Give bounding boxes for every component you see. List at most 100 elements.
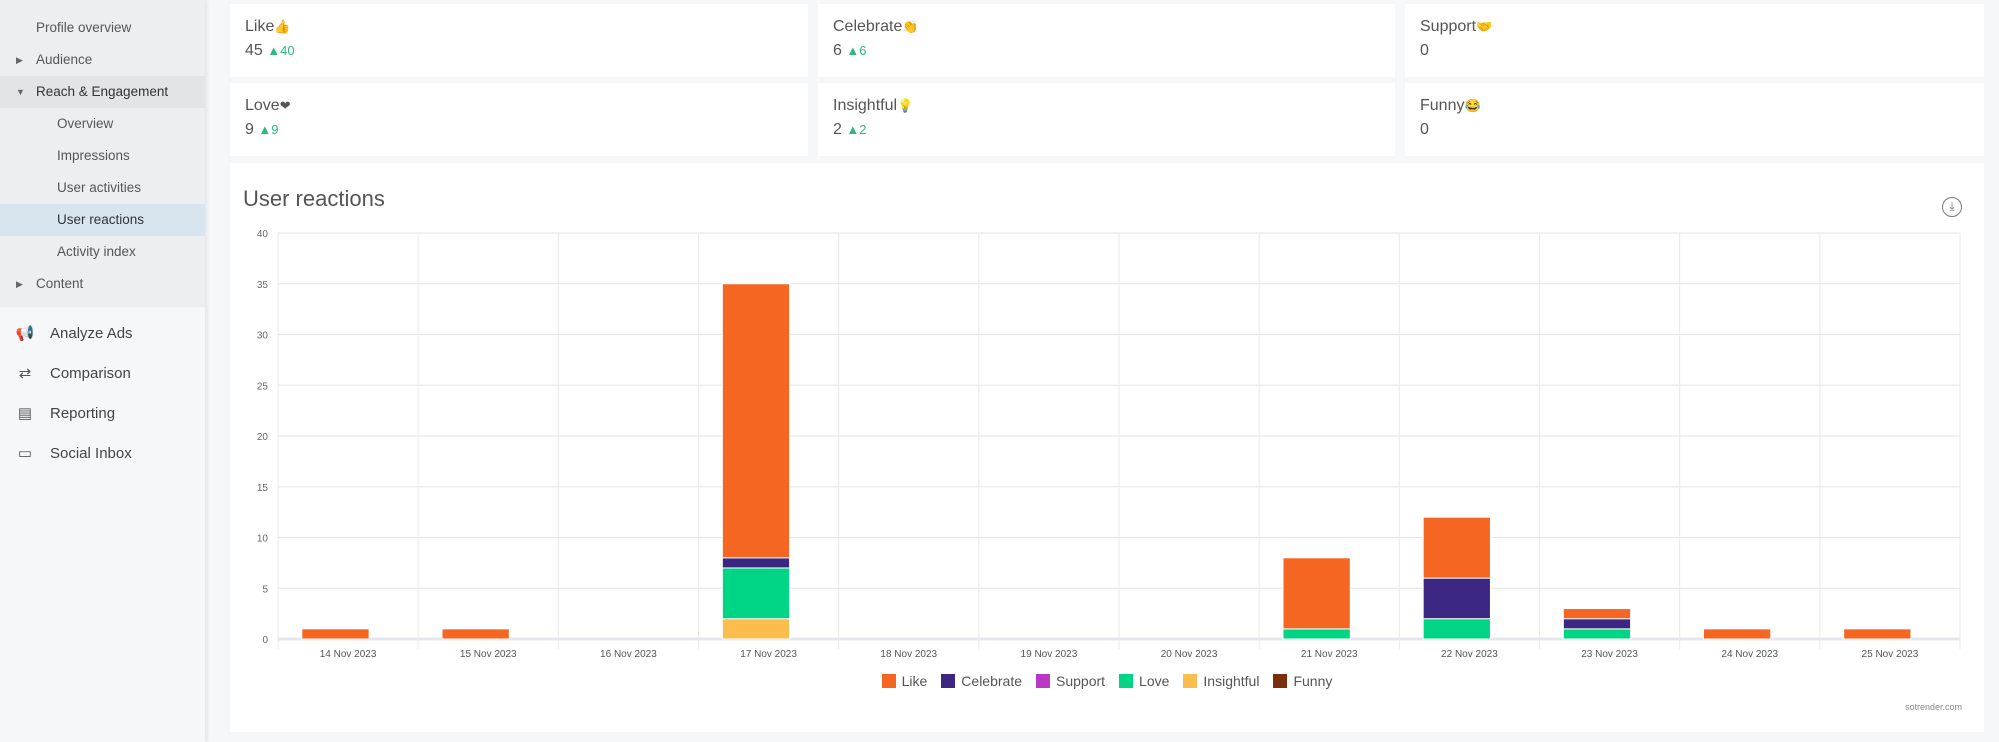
x-tick-label: 21 Nov 2023 xyxy=(1301,649,1358,660)
bar-like xyxy=(1422,516,1491,579)
sidebar-item-label: Profile overview xyxy=(36,20,132,35)
y-tick-label: 25 xyxy=(257,381,269,392)
x-tick-label: 19 Nov 2023 xyxy=(1021,649,1078,660)
user-reactions-panel: User reactions ⤓ 0 5 10 15 20 25 30 35 40 14 Nov … xyxy=(230,163,1984,732)
delta-value: 40 xyxy=(280,43,295,58)
y-tick-label: 35 xyxy=(257,280,269,291)
legend-swatch xyxy=(941,674,956,688)
sidebar-item-user-activities[interactable]: User activities xyxy=(0,172,205,204)
x-tick-label: 15 Nov 2023 xyxy=(460,649,517,660)
legend-item-celebrate[interactable]: Celebrate xyxy=(941,673,1022,689)
reaction-card-love: Love❤ 9 ▲9 xyxy=(230,83,808,156)
sidebar-item-label: User reactions xyxy=(57,212,145,227)
y-tick-label: 5 xyxy=(262,584,268,595)
y-tick-label: 20 xyxy=(257,432,269,443)
support-reaction-icon: 🤝 xyxy=(1476,19,1493,34)
chat-icon: ▭ xyxy=(17,445,33,462)
sub-navigation: Profile overview ▶ Audience ▼ Reach & Engage… xyxy=(0,0,205,307)
megaphone-icon: 📢 xyxy=(15,325,35,342)
download-icon[interactable]: ⤓ xyxy=(1942,197,1962,217)
credit-text: sotrender.com xyxy=(1904,702,1962,712)
bar-like xyxy=(1282,557,1351,630)
bar-like xyxy=(301,628,370,640)
card-value: 45 xyxy=(245,42,263,59)
like-reaction-icon: 👍 xyxy=(274,19,291,34)
reaction-card-like: Like👍 45 ▲40 xyxy=(230,4,808,77)
card-title: Funny xyxy=(1420,97,1465,114)
nav-reporting[interactable]: ▤ Reporting xyxy=(0,393,205,433)
y-tick-label: 40 xyxy=(257,229,269,240)
up-triangle-icon: ▲ xyxy=(267,43,281,58)
card-value: 0 xyxy=(1420,121,1429,138)
card-value: 9 xyxy=(245,121,254,138)
sidebar-item-label: Reach & Engagement xyxy=(36,84,169,99)
y-tick-label: 30 xyxy=(257,331,269,342)
bar-love xyxy=(1282,628,1351,640)
y-tick-label: 10 xyxy=(257,534,269,545)
legend-item-funny[interactable]: Funny xyxy=(1273,673,1332,689)
bar-celebrate xyxy=(1562,618,1632,630)
compare-arrows-icon: ⇄ xyxy=(18,365,32,382)
legend-swatch xyxy=(1183,674,1198,688)
legend-swatch xyxy=(881,674,896,688)
card-title: Love xyxy=(245,97,280,114)
reaction-card-funny: Funny😂 0 xyxy=(1405,83,1984,156)
sidebar-item-label: Content xyxy=(36,276,84,291)
sidebar-item-label: User activities xyxy=(57,180,142,195)
card-value: 6 xyxy=(833,42,842,59)
card-value: 0 xyxy=(1420,42,1429,59)
bar-like xyxy=(1562,608,1632,620)
card-title: Insightful xyxy=(833,97,898,114)
sidebar-item-user-reactions[interactable]: User reactions xyxy=(0,204,205,236)
nav-analyze-ads[interactable]: 📢 Analyze Ads xyxy=(0,313,205,353)
nav-label: Reporting xyxy=(50,404,116,422)
sidebar-item-profile-overview[interactable]: Profile overview xyxy=(0,12,205,44)
x-tick-label: 16 Nov 2023 xyxy=(600,649,657,660)
y-tick-label: 15 xyxy=(257,483,269,494)
legend-label: Support xyxy=(1056,673,1106,689)
bar-love xyxy=(1422,618,1491,640)
x-tick-label: 20 Nov 2023 xyxy=(1161,649,1218,660)
legend-item-like[interactable]: Like xyxy=(881,673,927,689)
x-tick-label: 17 Nov 2023 xyxy=(740,649,797,660)
nav-social-inbox[interactable]: ▭ Social Inbox xyxy=(0,433,205,473)
legend-label: Celebrate xyxy=(961,673,1022,689)
y-tick-label: 0 xyxy=(262,635,268,646)
sidebar-item-overview[interactable]: Overview xyxy=(0,108,205,140)
sidebar-item-impressions[interactable]: Impressions xyxy=(0,140,205,172)
sidebar-item-label: Activity index xyxy=(57,244,136,259)
caret-right-icon: ▶ xyxy=(16,55,23,65)
sidebar-item-label: Audience xyxy=(36,52,93,67)
delta-value: 6 xyxy=(859,43,867,58)
sidebar-item-reach-engagement[interactable]: ▼ Reach & Engagement xyxy=(0,76,205,108)
sidebar-item-audience[interactable]: ▶ Audience xyxy=(0,44,205,76)
up-triangle-icon: ▲ xyxy=(846,122,860,137)
card-title: Celebrate xyxy=(833,18,903,35)
bar-celebrate xyxy=(721,557,791,569)
bar-like xyxy=(441,628,510,640)
stacked-bar-chart: 0 5 10 15 20 25 30 35 40 14 Nov 2023 15 Nov 2023 16… xyxy=(257,229,1961,660)
bar-love xyxy=(1562,628,1632,640)
report-icon: ▤ xyxy=(17,405,33,422)
caret-down-icon: ▼ xyxy=(16,87,25,97)
legend-item-support[interactable]: Support xyxy=(1036,673,1105,689)
funny-reaction-icon: 😂 xyxy=(1464,98,1481,113)
legend-label: Funny xyxy=(1293,673,1333,689)
chart-legend: Like Celebrate Support Love Insightful Funny xyxy=(230,673,1984,689)
card-title: Like xyxy=(245,18,275,35)
x-tick-label: 23 Nov 2023 xyxy=(1581,649,1638,660)
sidebar-item-label: Impressions xyxy=(57,148,130,163)
card-delta: ▲9 xyxy=(258,122,278,137)
bar-like xyxy=(721,283,791,559)
sidebar-item-activity-index[interactable]: Activity index xyxy=(0,236,205,268)
legend-item-insightful[interactable]: Insightful xyxy=(1183,673,1259,689)
insightful-reaction-icon: 💡 xyxy=(897,98,914,113)
panel-title: User reactions xyxy=(243,186,385,211)
nav-comparison[interactable]: ⇄ Comparison xyxy=(0,353,205,393)
celebrate-reaction-icon: 👏 xyxy=(902,19,919,34)
x-tick-label: 25 Nov 2023 xyxy=(1862,649,1919,660)
nav-label: Analyze Ads xyxy=(50,324,133,342)
sidebar-item-content[interactable]: ▶ Content xyxy=(0,268,205,300)
delta-value: 2 xyxy=(859,122,867,137)
legend-item-love[interactable]: Love xyxy=(1119,673,1169,689)
